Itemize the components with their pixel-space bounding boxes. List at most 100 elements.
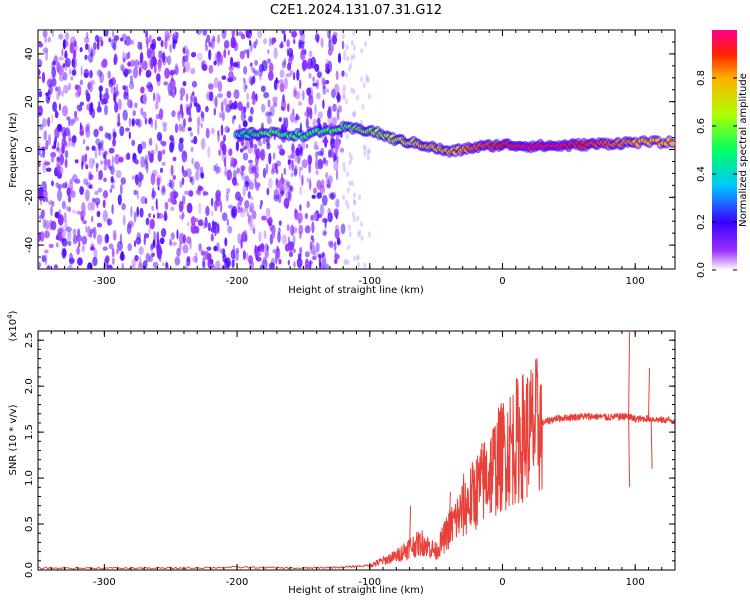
heatmap-noise-cell bbox=[243, 81, 247, 93]
heatmap-noise-cell bbox=[250, 196, 254, 201]
heatmap-noise-cell bbox=[62, 72, 68, 81]
heatmap-noise-cell bbox=[87, 82, 91, 90]
colorbar-gradient bbox=[712, 30, 737, 270]
heatmap-noise-cell bbox=[305, 143, 309, 149]
heatmap-noise-cell bbox=[182, 234, 186, 244]
heatmap-noise-cell bbox=[298, 166, 301, 179]
heatmap-noise-cell bbox=[273, 152, 276, 160]
heatmap-noise-cell bbox=[46, 265, 50, 269]
heatmap-noise-cell bbox=[292, 248, 296, 253]
heatmap-noise-cell bbox=[45, 196, 49, 203]
heatmap-noise-cell bbox=[251, 166, 257, 174]
heatmap-noise-cell bbox=[220, 124, 224, 136]
heatmap-noise-cell bbox=[67, 195, 72, 203]
heatmap-noise-cell bbox=[213, 98, 217, 104]
heatmap-noise-cell bbox=[341, 70, 345, 77]
tick-label: -300 bbox=[93, 577, 116, 588]
heatmap-noise-cell bbox=[255, 181, 258, 187]
heatmap-noise-cell bbox=[210, 233, 214, 242]
heatmap-noise-cell bbox=[66, 187, 71, 197]
tick-label: 0.6 bbox=[696, 118, 707, 134]
heatmap-noise-cell bbox=[81, 235, 88, 245]
heatmap-noise-cell bbox=[245, 30, 250, 38]
heatmap-noise-cell bbox=[148, 213, 152, 218]
snr-spike bbox=[448, 491, 451, 529]
tick-label: 20 bbox=[24, 95, 35, 108]
heatmap-noise-cell bbox=[202, 256, 206, 268]
heatmap-noise-cell bbox=[89, 183, 94, 190]
heatmap-noise-cell bbox=[53, 264, 58, 269]
heatmap-noise-cell bbox=[134, 118, 140, 126]
heatmap-noise-cell bbox=[327, 212, 333, 223]
heatmap-noise-cell bbox=[280, 190, 285, 196]
snr-spike bbox=[462, 473, 465, 511]
heatmap-noise-cell bbox=[313, 187, 317, 194]
heatmap-noise-cell bbox=[308, 94, 314, 106]
heatmap-noise-cell bbox=[263, 91, 270, 99]
heatmap-noise-cell bbox=[207, 222, 211, 232]
heatmap-noise-cell bbox=[153, 65, 157, 74]
heatmap-noise-cell bbox=[60, 228, 66, 239]
heatmap-noise-cell bbox=[106, 218, 113, 226]
heatmap-noise-cell bbox=[42, 161, 47, 174]
tick-label: -200 bbox=[226, 276, 249, 287]
heatmap-noise-cell bbox=[191, 157, 194, 165]
heatmap-noise-cell bbox=[45, 161, 51, 166]
heatmap-noise-cell bbox=[332, 31, 338, 38]
heatmap-noise-cell bbox=[249, 202, 255, 214]
heatmap-noise-cell bbox=[359, 221, 363, 228]
heatmap-noise-cell bbox=[146, 48, 152, 59]
heatmap-noise-cell bbox=[333, 241, 337, 252]
heatmap-noise-cell bbox=[301, 59, 308, 71]
heatmap-noise-cell bbox=[312, 212, 318, 221]
heatmap-noise-cell bbox=[51, 77, 57, 87]
heatmap-noise-cell bbox=[186, 106, 191, 116]
heatmap-noise-cell bbox=[62, 249, 67, 257]
heatmap-noise-cell bbox=[242, 229, 248, 237]
heatmap-noise-cell bbox=[161, 52, 166, 63]
heatmap-noise-cell bbox=[44, 37, 48, 44]
heatmap-noise-cell bbox=[214, 227, 217, 237]
heatmap-noise-cell bbox=[56, 163, 61, 176]
heatmap-noise-cell bbox=[227, 77, 234, 83]
heatmap-noise-cell bbox=[299, 41, 305, 49]
heatmap-noise-cell bbox=[320, 37, 324, 48]
heatmap-noise-cell bbox=[361, 103, 365, 110]
heatmap-noise-cell bbox=[240, 112, 246, 122]
heatmap-noise-cell bbox=[283, 33, 287, 43]
heatmap-noise-cell bbox=[127, 61, 132, 67]
heatmap-noise-cell bbox=[228, 71, 234, 80]
heatmap-noise-cell bbox=[48, 83, 53, 95]
heatmap-noise-cell bbox=[279, 82, 285, 93]
heatmap-noise-cell bbox=[109, 188, 113, 193]
heatmap-noise-cell bbox=[184, 190, 190, 195]
heatmap-noise-cell bbox=[346, 259, 350, 266]
heatmap-noise-cell bbox=[249, 224, 256, 231]
heatmap-noise-cell bbox=[38, 70, 41, 75]
heatmap-noise-cell bbox=[38, 161, 41, 168]
heatmap-noise-cell bbox=[228, 148, 233, 157]
heatmap-noise-cell bbox=[93, 42, 97, 51]
heatmap-noise-cell bbox=[186, 236, 192, 245]
heatmap-noise-cell bbox=[198, 243, 202, 252]
heatmap-noise-cell bbox=[126, 152, 131, 160]
heatmap-noise-cell bbox=[128, 131, 131, 140]
heatmap-noise-cell bbox=[144, 159, 148, 170]
heatmap-noise-cell bbox=[316, 192, 322, 199]
heatmap-noise-cell bbox=[191, 228, 198, 233]
heatmap-noise-cell bbox=[289, 69, 293, 75]
heatmap-noise-cell bbox=[151, 252, 155, 257]
snr-spike bbox=[628, 331, 631, 417]
heatmap-noise-cell bbox=[299, 185, 302, 196]
heatmap-noise-cell bbox=[197, 186, 204, 191]
heatmap-noise-cell bbox=[291, 143, 295, 154]
heatmap-noise-cell bbox=[89, 228, 94, 234]
heatmap-noise-cell bbox=[140, 107, 144, 116]
heatmap-noise-cell bbox=[113, 35, 120, 41]
heatmap-noise-cell bbox=[215, 260, 221, 269]
heatmap-noise-cell bbox=[50, 151, 57, 158]
heatmap-noise-cell bbox=[230, 156, 234, 165]
heatmap-noise-cell bbox=[334, 138, 341, 150]
heatmap-noise-cell bbox=[217, 223, 220, 234]
